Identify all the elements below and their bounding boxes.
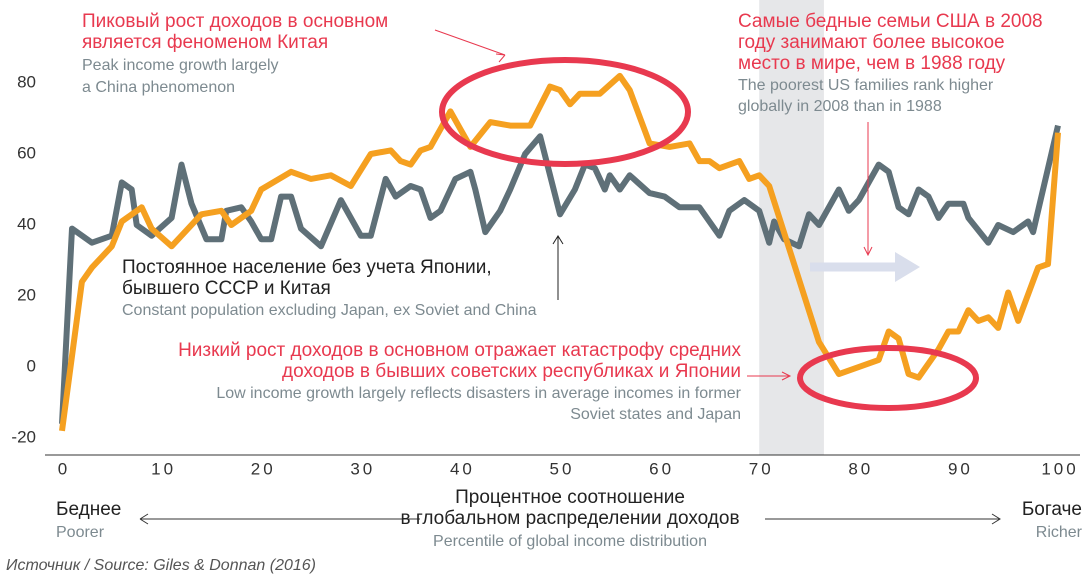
annotation-sub: a China phenomenon: [82, 79, 235, 96]
annotation-sub: The poorest US families rank higher: [738, 77, 994, 94]
left-sublabel: Poorer: [56, 524, 105, 541]
x-tick-label: 10: [151, 459, 176, 478]
x-tick-label: 60: [649, 459, 674, 478]
arrow-head: [495, 53, 506, 63]
y-tick-label: 0: [27, 356, 36, 375]
annotation: Низкий рост доходов в основном отражает …: [178, 340, 741, 361]
annotation-sub: globally in 2008 than in 1988: [738, 98, 942, 115]
annotation: Самые бедные семьи США в 2008: [738, 11, 1043, 32]
x-tick-label: 20: [251, 459, 276, 478]
source: Источник / Source: Giles & Donnan (2016): [6, 557, 316, 574]
y-tick-label: 40: [17, 214, 36, 233]
arrow: [552, 235, 564, 300]
x-axis-sublabel: Percentile of global income distribution: [433, 533, 707, 550]
annotation-sub: Soviet states and Japan: [570, 406, 741, 423]
lines-layer: [59, 72, 1061, 432]
x-tick-label: 90: [948, 459, 973, 478]
x-tick-label: 30: [350, 459, 375, 478]
annotation-sub: Constant population excluding Japan, ex …: [122, 302, 537, 319]
highlight-ellipse: [439, 57, 691, 167]
arrow: [863, 122, 873, 257]
y-tick-label: -20: [11, 427, 36, 446]
y-tick-label: 80: [17, 72, 36, 91]
annotation: место в мире, чем в 1988 году: [738, 53, 1006, 74]
annotation: является феноменом Китая: [82, 32, 328, 53]
annotation: доходов в бывших советских республиках и…: [282, 361, 741, 382]
annotation: Пиковый рост доходов в основном: [82, 11, 388, 32]
series-line: [59, 124, 1061, 424]
x-tick-label: 0: [58, 459, 70, 478]
arrow: [434, 29, 506, 56]
series-line: [59, 72, 1061, 432]
annotation-sub: Low income growth largely reflects disas…: [216, 385, 741, 402]
arrow-head: [895, 252, 920, 282]
right-label: Богаче: [1022, 499, 1082, 520]
annotation: бывшего СССР и Китая: [122, 278, 331, 299]
arrow: [747, 371, 792, 381]
x-axis-label: Процентное соотношение: [455, 487, 685, 508]
annotation: Постоянное население без учета Японии,: [122, 257, 492, 278]
x-axis-label: в глобальном распределении доходов: [400, 508, 739, 529]
right-sublabel: Richer: [1036, 524, 1083, 541]
x-tick-label: 50: [550, 459, 575, 478]
x-tick-label: 70: [749, 459, 774, 478]
highlight-ellipse: [797, 345, 979, 411]
x-tick-label: 80: [848, 459, 873, 478]
y-tick-label: 60: [17, 143, 36, 162]
x-tick-label: 40: [450, 459, 475, 478]
annotation: году занимают более высокое: [738, 32, 1005, 53]
left-label: Беднее: [56, 499, 121, 520]
y-tick-label: 20: [17, 285, 36, 304]
x-tick-label: 100: [1041, 459, 1078, 478]
direction-arrow: [139, 513, 1001, 525]
annotation-sub: Peak income growth largely: [82, 57, 279, 74]
